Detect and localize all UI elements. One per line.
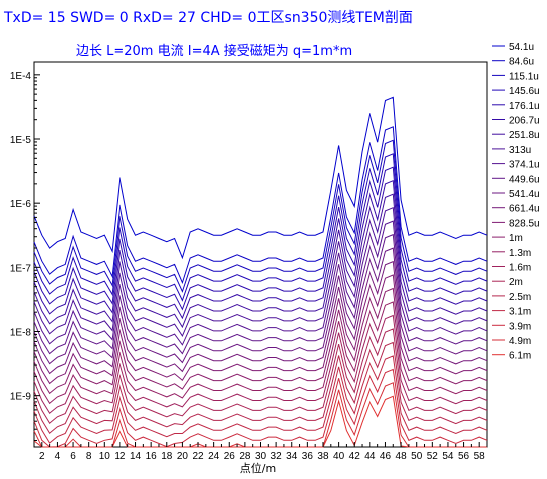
x-tick-label: 42 [349, 451, 361, 462]
x-tick-label: 34 [286, 451, 298, 462]
legend-label: 145.6u [509, 86, 540, 97]
series-line-1m [33, 287, 488, 395]
series-line-828.5u [33, 274, 488, 385]
series-line-541.4u [33, 247, 488, 365]
y-tick-label: 1E-7 [10, 263, 32, 274]
x-tick-label: 2 [39, 451, 45, 462]
y-tick-label: 1E-5 [10, 135, 32, 146]
x-tick-label: 10 [99, 451, 111, 462]
legend-label: 2.5m [509, 292, 531, 303]
x-tick-label: 46 [380, 451, 392, 462]
legend-label: 6.1m [509, 351, 531, 362]
x-tick-label: 8 [86, 451, 92, 462]
x-tick-label: 14 [130, 451, 142, 462]
series-line-206.7u [33, 179, 488, 320]
x-tick-label: 16 [146, 451, 158, 462]
x-tick-label: 28 [239, 451, 251, 462]
x-tick-label: 38 [317, 451, 329, 462]
series-line-313u [33, 206, 488, 337]
series-line-1.3m [33, 301, 488, 405]
legend-label: 661.4u [509, 204, 540, 215]
legend-label: 84.6u [509, 57, 534, 68]
series-line-2m [33, 328, 488, 425]
y-axis: 1E-4 1E-5 1E-6 1E-7 1E-8 1E-9 [10, 71, 40, 442]
legend-label: 251.8u [509, 130, 540, 141]
chart-title: TxD= 15 SWD= 0 RxD= 27 CHD= 0工区sn350测线TE… [3, 10, 413, 26]
x-tick-label: 54 [442, 451, 454, 462]
chart-subtitle: 边长 L=20m 电流 I=4A 接受磁矩为 q=1m*m [76, 43, 352, 59]
x-tick-label: 48 [396, 451, 408, 462]
x-tick-label: 32 [271, 451, 283, 462]
plot-area [33, 61, 488, 448]
legend-label: 1m [509, 233, 523, 244]
legend-label: 374.1u [509, 160, 540, 171]
x-tick-label: 24 [208, 451, 220, 462]
x-tick-label: 6 [70, 451, 76, 462]
series-line-115.1u [33, 139, 488, 293]
x-tick-label: 36 [302, 451, 314, 462]
series-line-176.1u [33, 166, 488, 311]
x-tick-label: 22 [192, 451, 204, 462]
series-layer [33, 96, 488, 448]
x-tick-label: 40 [333, 451, 345, 462]
x-tick-label: 56 [458, 451, 470, 462]
series-line-54.1u [33, 96, 488, 260]
x-tick-label: 4 [55, 451, 61, 462]
plot-frame [33, 61, 488, 448]
series-line-449.6u [33, 233, 488, 355]
series-line-145.6u [33, 153, 488, 302]
legend-label: 1.3m [509, 248, 531, 259]
series-line-3.1m [33, 355, 488, 444]
legend-label: 4.9m [509, 336, 531, 347]
legend-label: 3.9m [509, 321, 531, 332]
x-tick-label: 30 [255, 451, 267, 462]
legend-label: 206.7u [509, 116, 540, 127]
x-axis: 2 4 6 8 10 12 14 16 18 20 22 24 26 28 30 32 34 36 38 40 42 44… [33, 442, 488, 462]
legend-label: 541.4u [509, 189, 540, 200]
x-tick-label: 18 [161, 451, 173, 462]
x-tick-label: 52 [427, 451, 439, 462]
series-line-3.9m [33, 368, 488, 448]
legend-label: 176.1u [509, 101, 540, 112]
series-line-1.6m [33, 314, 488, 415]
x-tick-label: 26 [224, 451, 236, 462]
legend-label: 313u [509, 145, 531, 156]
x-tick-label: 44 [364, 451, 376, 462]
y-tick-label: 1E-4 [10, 71, 32, 82]
legend-label: 115.1u [509, 71, 539, 82]
legend-label: 1.6m [509, 263, 531, 274]
y-tick-label: 1E-9 [10, 392, 32, 403]
x-tick-label: 58 [474, 451, 486, 462]
series-line-2.5m [33, 341, 488, 434]
x-axis-label: 点位/m [240, 461, 276, 475]
series-line-251.8u [33, 193, 488, 329]
x-tick-label: 20 [177, 451, 189, 462]
legend-label: 2m [509, 277, 523, 288]
x-tick-label: 12 [114, 451, 126, 462]
legend-label: 449.6u [509, 174, 540, 185]
series-line-661.4u [33, 260, 488, 375]
legend-label: 54.1u [509, 42, 534, 53]
legend: 54.1u 84.6u 115.1u 145.6u 176.1u 206.7u 251.8u… [492, 42, 540, 362]
x-tick-label: 50 [411, 451, 423, 462]
series-line-374.1u [33, 220, 488, 346]
legend-label: 828.5u [509, 218, 540, 229]
legend-label: 3.1m [509, 307, 531, 318]
series-line-84.6u [33, 126, 488, 285]
y-tick-label: 1E-6 [10, 199, 32, 210]
y-tick-label: 1E-8 [10, 328, 32, 339]
